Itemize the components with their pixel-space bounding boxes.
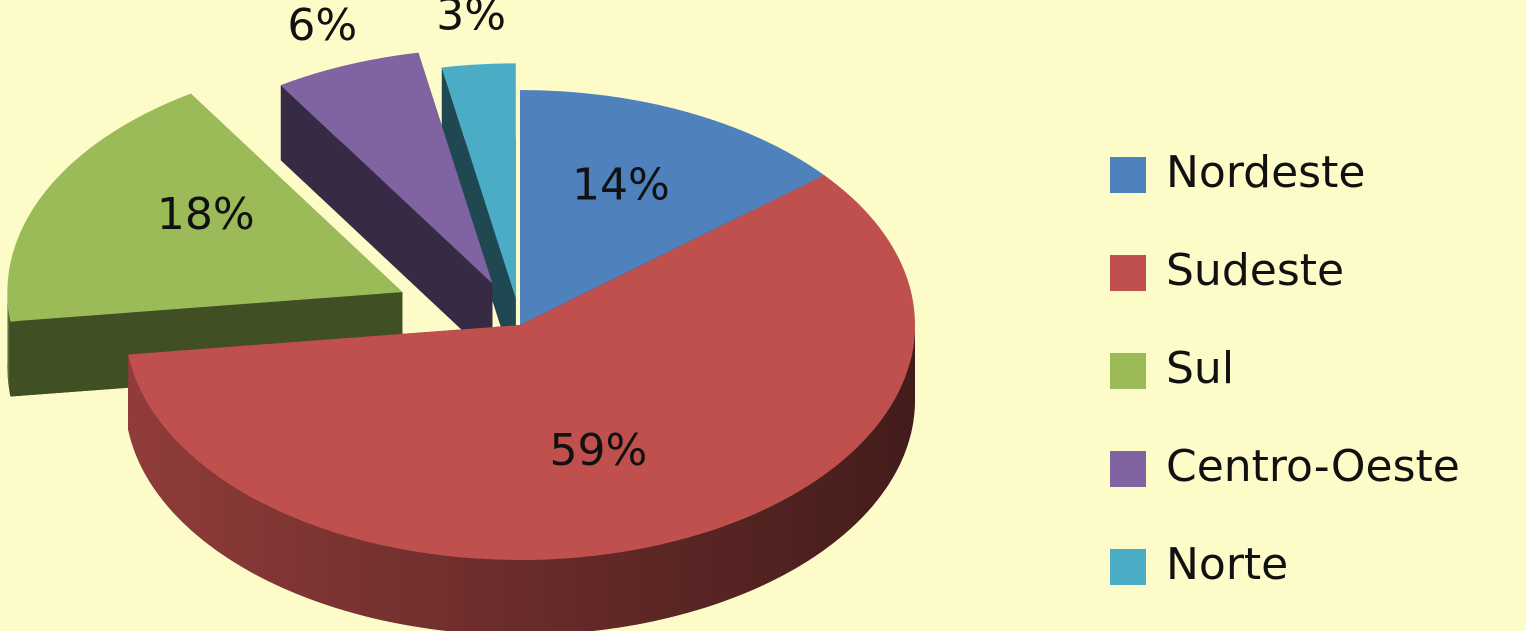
legend-swatch-nordeste (1110, 157, 1146, 193)
pie-slice-sul (7, 93, 403, 322)
data-label-centro-oeste: 6% (287, 0, 357, 51)
legend-swatch-centro-oeste (1110, 451, 1146, 487)
pie-slice-nordeste (520, 90, 825, 325)
pie-slice-centro-oeste (280, 52, 493, 284)
pie-slice-norte (441, 63, 516, 299)
data-label-norte: 3% (436, 0, 506, 41)
legend-label-centro-oeste: Centro-Oeste (1166, 441, 1460, 492)
slice-side-2 (7, 292, 11, 397)
slice-wall-4 (441, 67, 516, 374)
legend-label-sudeste: Sudeste (1166, 245, 1344, 296)
data-label-sudeste: 59% (550, 425, 648, 476)
legend-swatch-sudeste (1110, 255, 1146, 291)
slice-side-1 (128, 325, 915, 631)
legend: Nordeste Sudeste Sul Centro-Oeste Norte (1110, 147, 1460, 590)
slice-labels: 14% 59% 18% 6% 3% (157, 0, 670, 476)
legend-label-nordeste: Nordeste (1166, 147, 1365, 198)
pie-slices (7, 52, 916, 631)
legend-swatch-sul (1110, 353, 1146, 389)
legend-label-sul: Sul (1166, 343, 1234, 394)
legend-swatch-norte (1110, 549, 1146, 585)
pie-slice-sudeste (128, 175, 916, 560)
data-label-sul: 18% (157, 189, 255, 240)
slice-wall-3 (280, 85, 493, 359)
legend-label-norte: Norte (1166, 539, 1288, 590)
data-label-nordeste: 14% (572, 159, 670, 210)
